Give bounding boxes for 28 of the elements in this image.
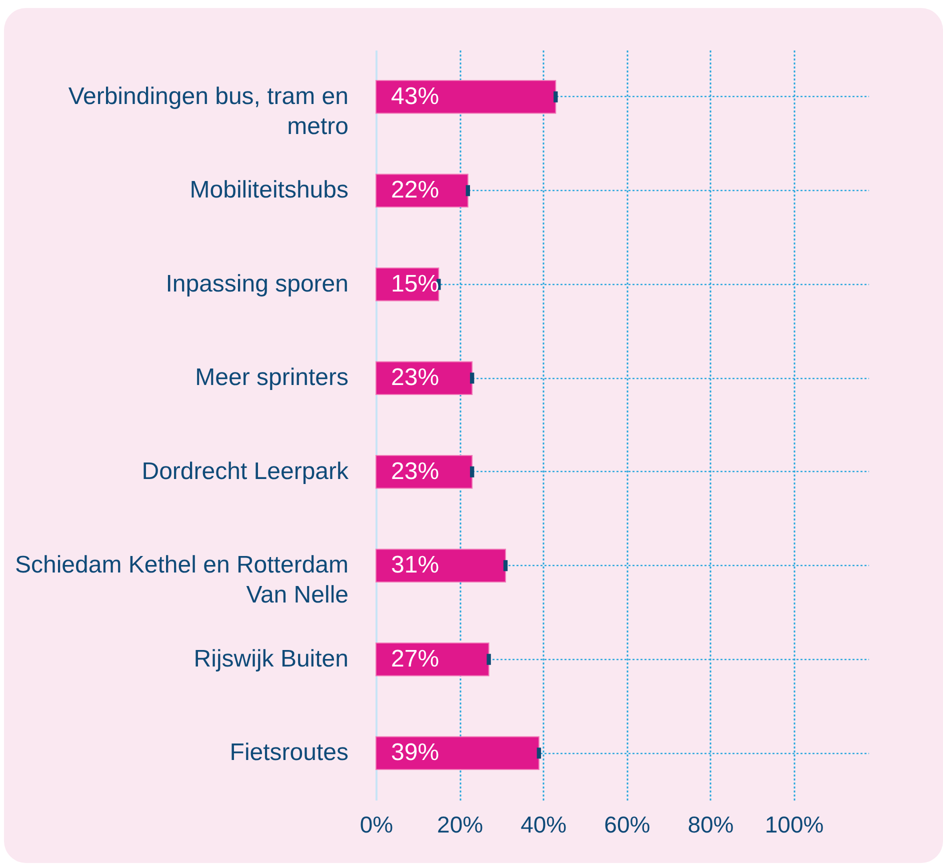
- x-tick-label: 20%: [437, 812, 484, 838]
- y-tick-label: Dordrecht Leerpark: [142, 458, 350, 485]
- x-tick-label: 40%: [520, 812, 567, 838]
- bar: [376, 642, 490, 676]
- data-label: 43%: [391, 82, 440, 110]
- bar: [376, 80, 556, 114]
- y-tick-label: Schiedam Kethel en Rotterdam Van Nelle: [14, 552, 348, 609]
- y-tick-label: Verbindingen bus, tram en metro: [68, 82, 348, 140]
- bar: [376, 174, 468, 208]
- bar: [376, 548, 506, 583]
- x-tick-label: 60%: [604, 812, 650, 838]
- x-tick-label: 80%: [688, 812, 734, 838]
- x-tick-label: 100%: [764, 812, 824, 838]
- data-label: 31%: [391, 552, 440, 579]
- bar: [376, 736, 540, 770]
- y-tick-label: Meer sprinters: [195, 364, 348, 392]
- data-label: 23%: [391, 458, 440, 485]
- data-label: 22%: [391, 176, 440, 204]
- data-label: 23%: [391, 364, 440, 392]
- y-tick-label: Inpassing sporen: [166, 270, 348, 298]
- bar: [376, 454, 473, 489]
- data-label: 39%: [391, 739, 440, 766]
- bar: [376, 361, 473, 396]
- y-tick-label: Fietsroutes: [230, 739, 348, 766]
- x-tick-label: 0%: [360, 812, 394, 838]
- y-tick-label: Rijswijk Buiten: [194, 645, 348, 672]
- data-label: 27%: [391, 645, 440, 672]
- y-tick-label: Mobiliteitshubs: [190, 176, 348, 204]
